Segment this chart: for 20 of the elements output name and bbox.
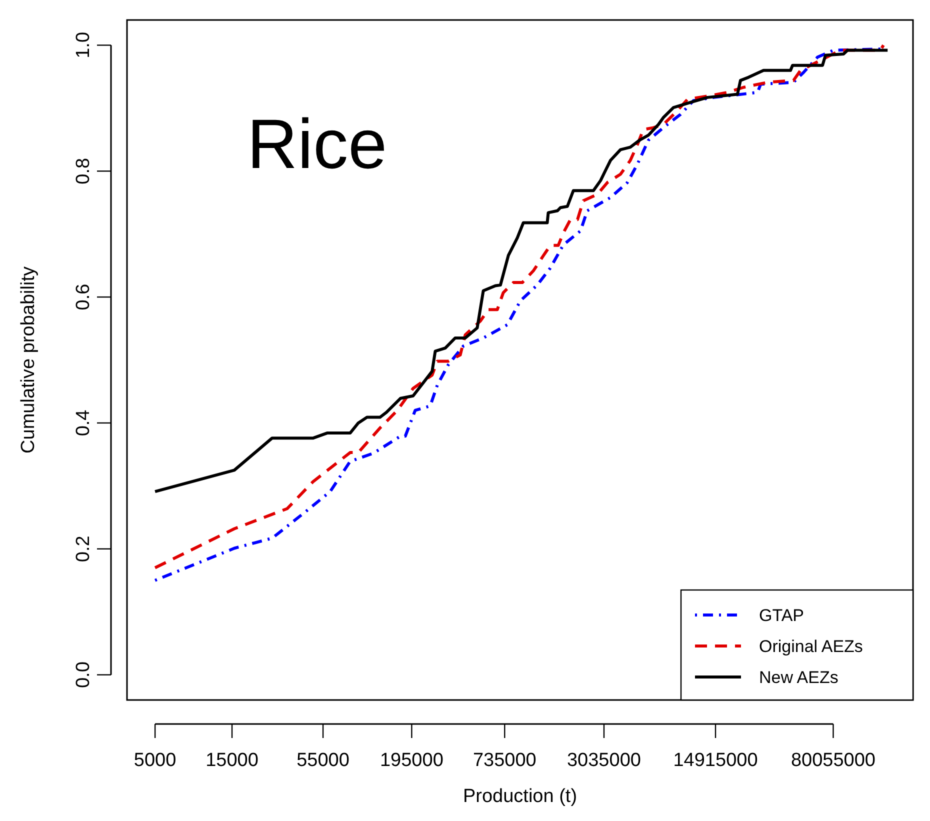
x-tick-label: 55000: [296, 750, 350, 771]
annotation: Rice: [247, 105, 388, 183]
y-tick-label: 0.0: [73, 662, 94, 688]
y-tick-label: 0.8: [73, 158, 94, 184]
y-tick-label: 0.6: [73, 284, 94, 310]
legend-label: GTAP: [759, 606, 804, 625]
x-axis-title: Production (t): [462, 786, 578, 807]
y-tick-label: 1.0: [73, 32, 94, 58]
y-axis-title: Cumulative probability: [18, 266, 39, 454]
legend-label: New AEZs: [759, 668, 838, 687]
y-tick-label: 0.4: [73, 409, 94, 436]
x-tick-label: 735000: [472, 750, 536, 771]
x-tick-label: 3035000: [567, 750, 641, 771]
x-tick-label: 5000: [134, 750, 176, 771]
x-tick-label: 195000: [380, 750, 444, 771]
x-tick-label: 80055000: [790, 750, 876, 771]
x-tick-label: 14915000: [673, 750, 758, 771]
y-tick-label: 0.2: [73, 536, 94, 562]
x-tick-label: 15000: [206, 750, 258, 771]
legend-label: Original AEZs: [759, 637, 863, 656]
